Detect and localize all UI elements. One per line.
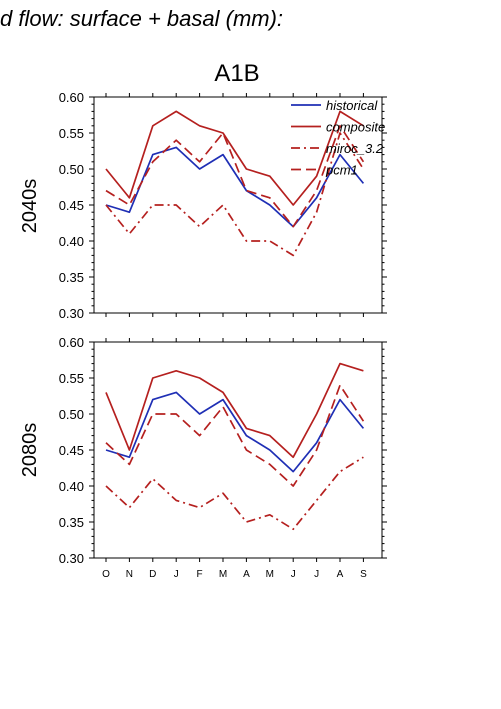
series-line-composite xyxy=(105,362,364,459)
x-tick-label: J xyxy=(314,569,319,580)
series-line-historical xyxy=(105,391,365,473)
x-tick-label: M xyxy=(266,569,274,580)
y-tick-label: 0.55 xyxy=(59,126,84,141)
x-tick-label: J xyxy=(291,569,296,580)
series-line-pcm1 xyxy=(105,384,365,487)
series-line-miroc-3-2 xyxy=(105,456,364,531)
panel-2080s: 2080s 0.60 0.55 0.50 0.45 0.40 0.35 0.30 O N D J F M… xyxy=(19,335,387,580)
y-tick-label: 0.45 xyxy=(59,443,84,458)
x-tick-label: A xyxy=(337,569,344,580)
y-tick-label: 0.60 xyxy=(59,90,84,105)
y-tick-label: 0.60 xyxy=(59,335,84,350)
series-line-composite xyxy=(105,110,364,206)
y-tick-label: 0.40 xyxy=(59,479,84,494)
y-tick-label: 0.40 xyxy=(59,234,84,249)
panel-2040s: 2040s 0.60 0.55 0.50 0.45 0.40 0.35 0.30 histor… xyxy=(19,90,387,321)
x-tick-label: S xyxy=(360,569,367,580)
series-line-historical xyxy=(105,146,365,228)
x-tick-label: J xyxy=(174,569,179,580)
legend-label: miroc_3.2 xyxy=(326,141,384,156)
y-tick-label: 0.30 xyxy=(59,551,84,566)
panel-label-2040s: 2040s xyxy=(19,179,41,234)
y-tick-label: 0.30 xyxy=(59,306,84,321)
legend-label: composite xyxy=(326,120,385,135)
x-tick-label: N xyxy=(126,569,133,580)
series-line-miroc-3-2 xyxy=(105,132,365,257)
panel-label-2080s: 2080s xyxy=(19,423,41,478)
legend-label: historical xyxy=(326,98,378,113)
x-tick-label: D xyxy=(149,569,156,580)
y-tick-label: 0.50 xyxy=(59,162,84,177)
plot-frame xyxy=(93,341,383,559)
x-tick-label: O xyxy=(102,569,110,580)
y-tick-label: 0.45 xyxy=(59,198,84,213)
x-tick-label: A xyxy=(243,569,250,580)
x-tick-label: M xyxy=(219,569,227,580)
y-tick-label: 0.50 xyxy=(59,407,84,422)
y-tick-label: 0.35 xyxy=(59,270,84,285)
figure-title: d flow: surface + basal (mm): xyxy=(0,6,283,31)
x-tick-label: F xyxy=(197,569,203,580)
legend-label: pcm1 xyxy=(325,163,358,178)
y-tick-label: 0.55 xyxy=(59,371,84,386)
scenario-title: A1B xyxy=(214,60,259,87)
y-tick-label: 0.35 xyxy=(59,515,84,530)
series-line-pcm1 xyxy=(105,124,365,228)
